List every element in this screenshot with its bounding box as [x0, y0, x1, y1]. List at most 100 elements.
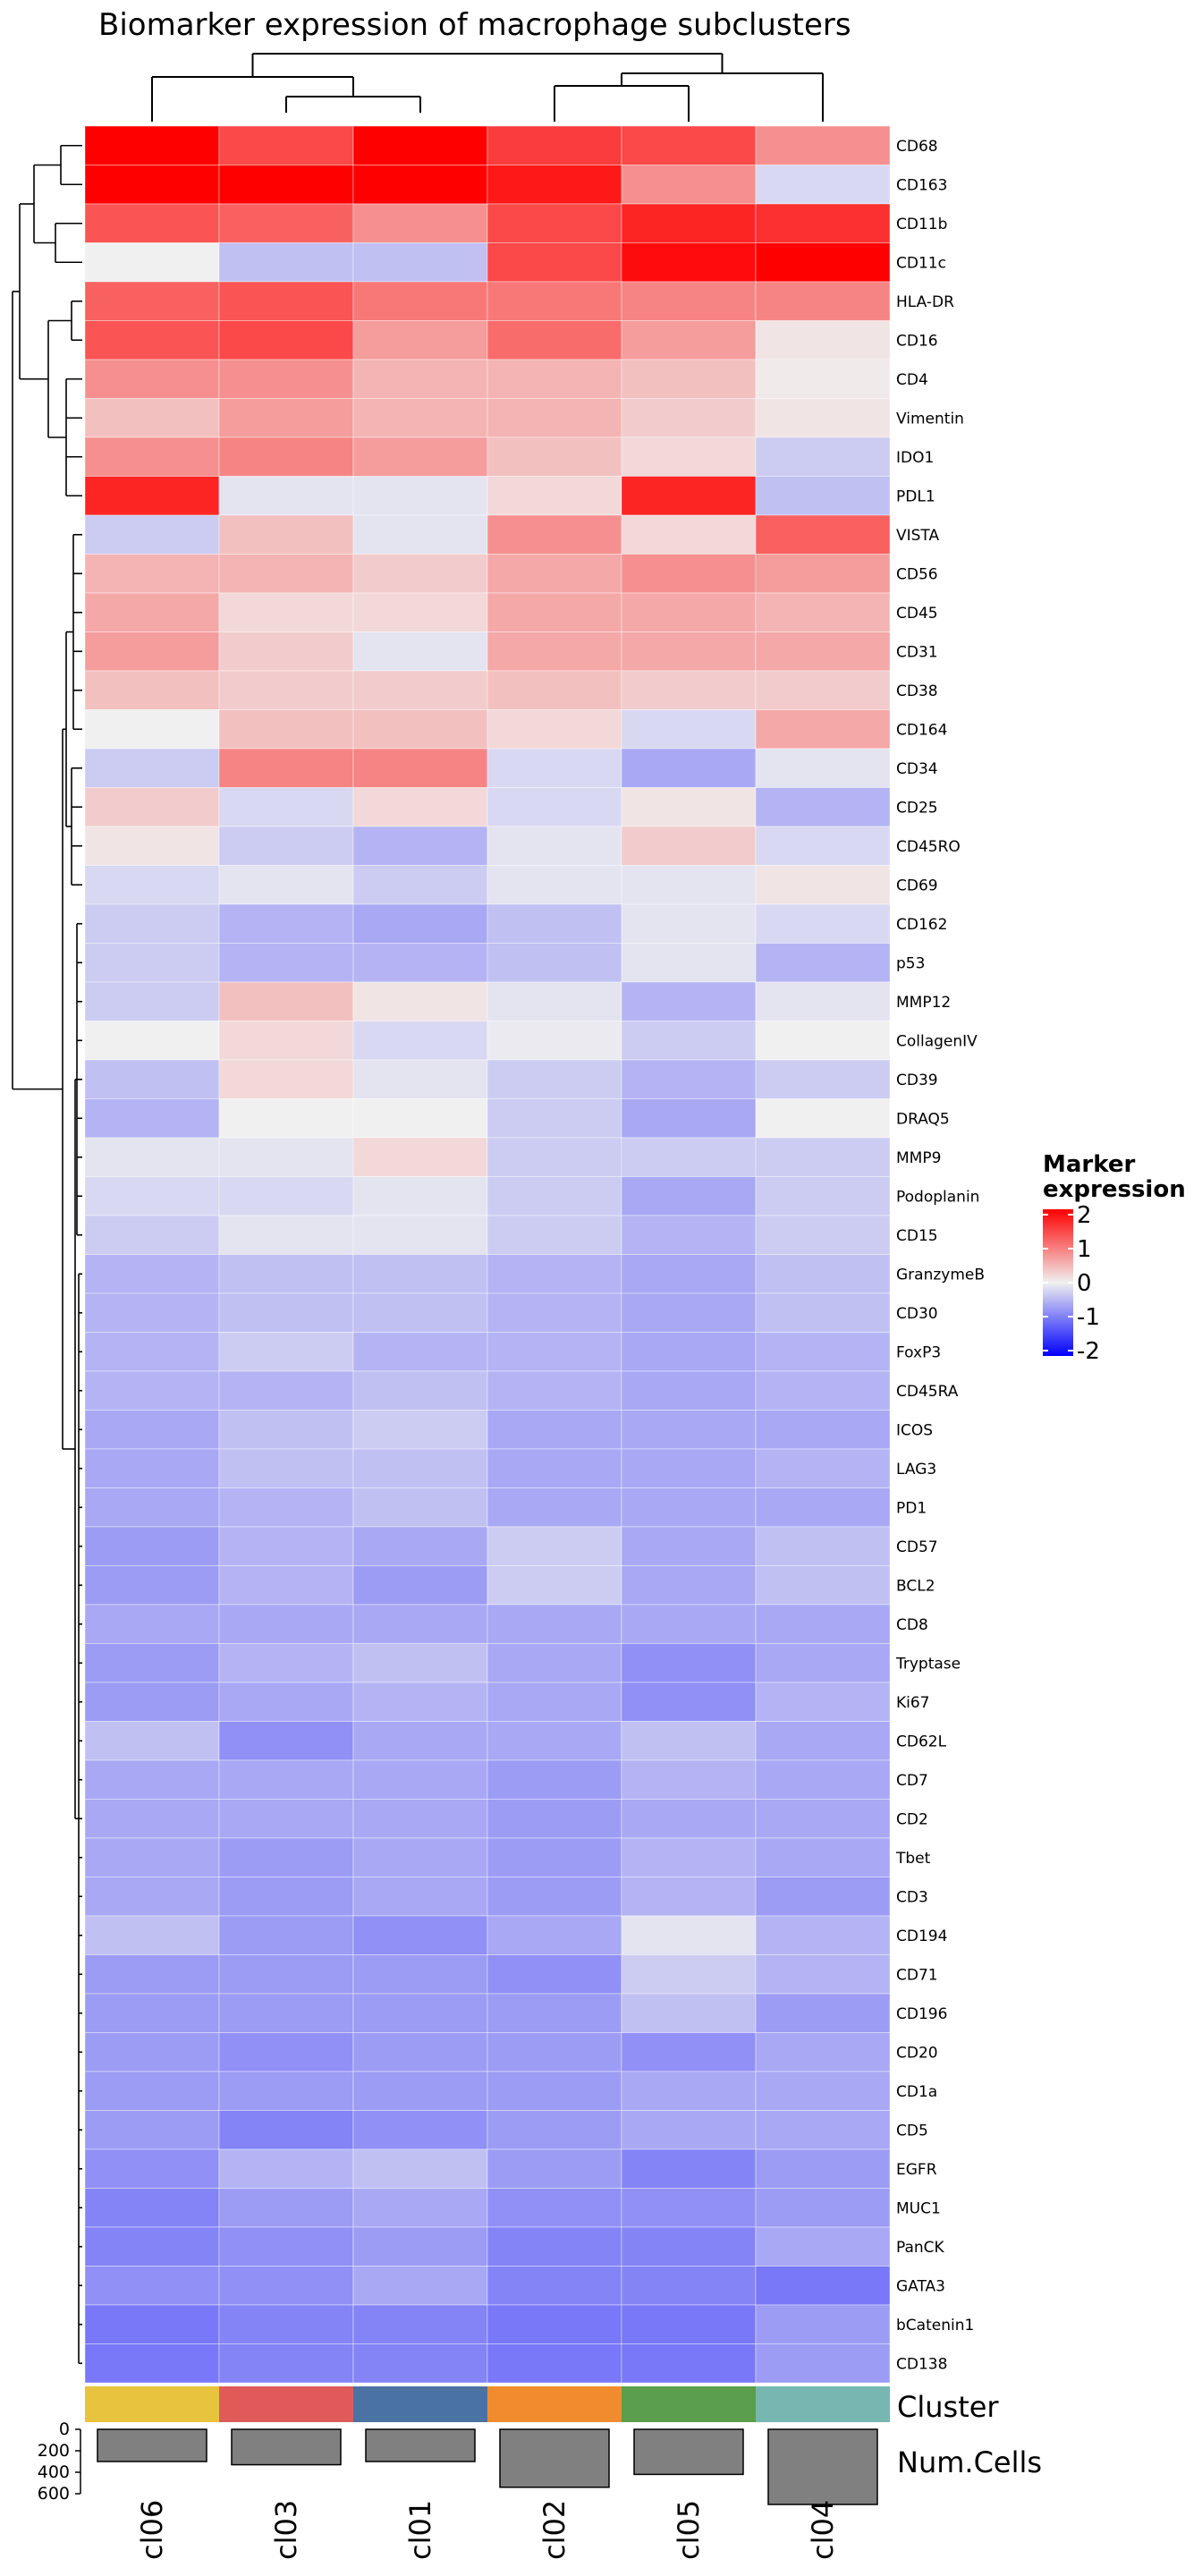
- cluster-color-cell: [219, 2386, 353, 2422]
- row-label: CD2: [896, 1810, 928, 1828]
- heatmap-cell: [218, 2304, 354, 2344]
- heatmap-cell: [352, 1954, 488, 1995]
- heatmap-cell: [621, 865, 757, 905]
- heatmap-cell: [352, 514, 488, 555]
- heatmap-cell: [352, 2226, 488, 2267]
- heatmap-cell: [218, 1565, 354, 1606]
- heatmap-cell: [84, 2110, 220, 2150]
- heatmap-cell: [755, 670, 891, 710]
- heatmap-cell: [621, 242, 757, 283]
- heatmap-cell: [755, 2148, 891, 2189]
- heatmap-cell: [352, 631, 488, 672]
- heatmap-cell: [352, 1176, 488, 1216]
- heatmap-cell: [218, 748, 354, 788]
- heatmap-cell: [755, 281, 891, 321]
- heatmap-cell: [352, 554, 488, 594]
- row-label: CD15: [896, 1227, 938, 1245]
- heatmap-cell: [218, 281, 354, 321]
- heatmap-cell: [621, 359, 757, 399]
- heatmap-cell: [84, 2148, 220, 2189]
- heatmap-cell: [487, 2071, 622, 2111]
- heatmap-cell: [755, 1370, 891, 1411]
- heatmap-cell: [352, 670, 488, 710]
- row-label: Tbet: [895, 1850, 931, 1868]
- heatmap-cell: [487, 1215, 622, 1255]
- heatmap-cell: [84, 1915, 220, 1955]
- heatmap-cell: [755, 1759, 891, 1800]
- heatmap-cell: [755, 748, 891, 788]
- heatmap-cell: [352, 2188, 488, 2228]
- row-label: CD45: [896, 605, 938, 623]
- heatmap-cell: [621, 2148, 757, 2189]
- heatmap-cell: [621, 631, 757, 672]
- heatmap-cell: [487, 1565, 622, 1606]
- column-label: cl03: [269, 2500, 303, 2560]
- heatmap-cell: [755, 981, 891, 1021]
- heatmap-cell: [352, 2266, 488, 2306]
- legend-tick-label: 2: [1077, 1202, 1092, 1229]
- heatmap-cell: [84, 1292, 220, 1333]
- heatmap-cell: [755, 709, 891, 750]
- heatmap-cell: [218, 1410, 354, 1450]
- heatmap-cell: [487, 125, 622, 165]
- heatmap-cell: [755, 826, 891, 866]
- heatmap-cell: [352, 1565, 488, 1606]
- heatmap-cell: [755, 1487, 891, 1528]
- row-label: CD138: [896, 2355, 947, 2373]
- column-label: cl02: [538, 2500, 571, 2560]
- heatmap-cell: [218, 2266, 354, 2306]
- heatmap-cell: [487, 476, 622, 516]
- heatmap-cell: [84, 903, 220, 944]
- heatmap-cell: [487, 1410, 622, 1450]
- heatmap-cell: [621, 2071, 757, 2111]
- heatmap-cell: [84, 514, 220, 555]
- num-cells-axis-label: 400: [38, 2462, 70, 2482]
- heatmap-cell: [487, 787, 622, 827]
- heatmap-cell: [84, 592, 220, 632]
- row-label: CD57: [896, 1538, 938, 1556]
- heatmap-cell: [755, 1604, 891, 1644]
- heatmap-cell: [487, 320, 622, 360]
- heatmap-cell: [487, 1604, 622, 1644]
- row-label: DRAQ5: [896, 1110, 950, 1128]
- heatmap-cell: [621, 1759, 757, 1800]
- cluster-color-cell: [353, 2386, 487, 2422]
- row-label: CD1a: [896, 2083, 937, 2101]
- heatmap-cell: [755, 436, 891, 477]
- heatmap-cell: [218, 1993, 354, 2033]
- heatmap-cell: [487, 981, 622, 1021]
- heatmap-cell: [352, 826, 488, 866]
- heatmap-cell: [487, 631, 622, 672]
- heatmap-cell: [84, 787, 220, 827]
- heatmap-cell: [755, 1915, 891, 1955]
- heatmap-cell: [352, 2304, 488, 2344]
- heatmap-cell: [84, 125, 220, 165]
- heatmap-cell: [755, 1410, 891, 1450]
- heatmap-cell: [352, 2148, 488, 2189]
- heatmap-cell: [621, 1410, 757, 1450]
- heatmap-cell: [84, 2226, 220, 2267]
- heatmap-cell: [487, 242, 622, 283]
- heatmap-cell: [218, 554, 354, 594]
- num-cells-axis-label: 0: [59, 2419, 70, 2439]
- heatmap-cell: [621, 1448, 757, 1488]
- heatmap-cell: [621, 903, 757, 944]
- row-label: GATA3: [896, 2277, 945, 2295]
- legend-title-line2: expression: [1043, 1176, 1186, 1203]
- heatmap-cell: [487, 903, 622, 944]
- row-label: MMP12: [896, 994, 951, 1012]
- heatmap-cell: [621, 165, 757, 205]
- heatmap-cell: [84, 1059, 220, 1099]
- heatmap-cell: [352, 1059, 488, 1099]
- heatmap-cell: [487, 2110, 622, 2150]
- heatmap-cell: [84, 1410, 220, 1450]
- cluster-color-cell: [756, 2386, 890, 2422]
- heatmap-cell: [84, 981, 220, 1021]
- row-label: PanCK: [896, 2239, 945, 2257]
- heatmap-cell: [218, 2148, 354, 2189]
- row-label: PD1: [896, 1499, 927, 1517]
- heatmap-cell: [352, 1604, 488, 1644]
- row-label: p53: [896, 954, 925, 972]
- heatmap-cell: [487, 748, 622, 788]
